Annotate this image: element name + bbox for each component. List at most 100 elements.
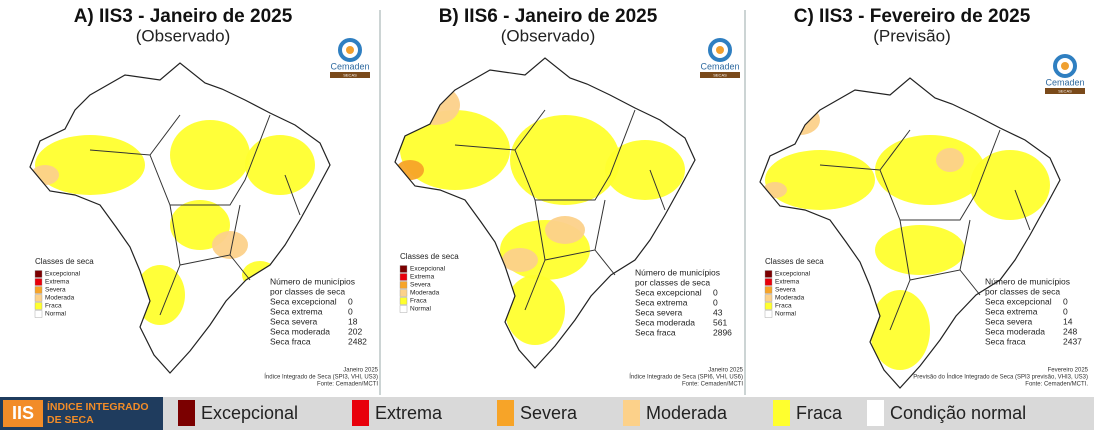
legend-label: Moderada <box>410 290 440 297</box>
legend-label: Excepcional <box>775 271 811 278</box>
legend-label: Excepcional <box>45 271 81 278</box>
legend-swatch <box>764 294 773 302</box>
row-value: 43 <box>713 307 723 317</box>
legend-swatch <box>764 270 773 278</box>
legend-label: Extrema <box>410 274 435 281</box>
panel-subtitle: (Observado) <box>501 26 595 45</box>
row-label: Seca severa <box>635 307 683 317</box>
badge-label: IIS <box>12 403 34 423</box>
row-value: 248 <box>1063 326 1077 336</box>
badge-text: DE SECA <box>47 414 94 426</box>
panel-title: B) IIS6 - Janeiro de 2025 <box>439 6 658 27</box>
row-value: 2482 <box>348 336 367 346</box>
row-label: Seca fraca <box>635 327 676 337</box>
legend-label: Severa <box>410 282 431 289</box>
footer-text: Janeiro 2025 <box>708 368 743 374</box>
legend-swatch <box>867 400 884 426</box>
row-label: Seca extrema <box>270 306 323 316</box>
legend-swatch <box>34 302 43 310</box>
drought-area <box>780 105 820 135</box>
legend-label: Fraca <box>45 303 62 310</box>
legend-swatch <box>399 273 408 281</box>
legend-swatch <box>34 310 43 318</box>
drought-area <box>212 231 248 259</box>
legend-label: Condição normal <box>890 403 1026 423</box>
legend-label: Extrema <box>375 403 443 423</box>
legend-swatch <box>773 400 790 426</box>
row-label: Seca moderada <box>270 326 330 336</box>
row-label: Seca fraca <box>985 336 1026 346</box>
legend-label: Fraca <box>410 298 427 305</box>
drought-area <box>870 290 930 370</box>
drought-area <box>545 216 585 244</box>
footer-text: Previsão do Índice Integrado de Seca (SP… <box>913 374 1088 381</box>
map <box>759 77 1061 389</box>
logo-bar <box>700 72 740 78</box>
row-label: Seca moderada <box>635 317 695 327</box>
drought-area <box>31 165 59 185</box>
legend-swatch <box>399 297 408 305</box>
table-title: Número de municípios <box>635 267 720 277</box>
row-label: Seca moderada <box>985 326 1045 336</box>
drought-area <box>875 225 965 275</box>
table-title: por classes de seca <box>270 286 345 296</box>
row-value: 0 <box>1063 296 1068 306</box>
row-label: Seca extrema <box>985 306 1038 316</box>
legend-label: Moderada <box>646 403 728 423</box>
row-value: 0 <box>1063 306 1068 316</box>
logo-ring <box>708 38 732 62</box>
legend-title: Classes de seca <box>765 257 824 266</box>
logo-ring <box>1053 54 1077 78</box>
footer-text: Fonte: Cemaden/MCTI <box>317 382 378 388</box>
legend-label: Severa <box>775 287 796 294</box>
footer-text: Índice Integrado de Seca (SPI3, VHI, US3… <box>264 374 378 381</box>
table-title: por classes de seca <box>635 277 710 287</box>
logo-sub: SECAS <box>1058 89 1072 94</box>
drought-area <box>502 248 538 272</box>
legend-label: Extrema <box>45 279 70 286</box>
row-value: 202 <box>348 326 362 336</box>
logo-text: Cemaden <box>700 61 739 71</box>
badge-text: ÍNDICE INTEGRADO <box>47 400 149 413</box>
drought-area <box>875 135 985 205</box>
footer-text: Fevereiro 2025 <box>1048 368 1089 374</box>
drought-area <box>510 115 620 205</box>
legend-swatch <box>178 400 195 426</box>
row-value: 0 <box>713 297 718 307</box>
row-value: 0 <box>348 296 353 306</box>
row-value: 2437 <box>1063 336 1082 346</box>
drought-area <box>936 148 964 172</box>
row-value: 561 <box>713 317 727 327</box>
state-borders <box>819 129 1031 331</box>
legend-swatch <box>399 281 408 289</box>
row-label: Seca excepcional <box>270 296 337 306</box>
legend-swatch <box>399 265 408 273</box>
row-value: 0 <box>713 287 718 297</box>
drought-area <box>400 110 510 190</box>
drought-area <box>970 150 1050 220</box>
table-title: por classes de seca <box>985 286 1060 296</box>
drought-area <box>396 160 424 180</box>
panel-title: A) IIS3 - Janeiro de 2025 <box>74 6 293 27</box>
legend-swatch <box>764 286 773 294</box>
legend-swatch <box>34 294 43 302</box>
legend-swatch <box>764 278 773 286</box>
drought-area <box>605 140 685 200</box>
row-label: Seca severa <box>270 316 318 326</box>
drought-area <box>245 135 315 195</box>
legend-label: Extrema <box>775 279 800 286</box>
row-value: 18 <box>348 316 358 326</box>
legend-swatch <box>623 400 640 426</box>
drought-area <box>35 135 145 195</box>
legend-swatch <box>352 400 369 426</box>
footer-text: Fonte: Cemaden/MCTI. <box>1025 382 1088 388</box>
logo-text: Cemaden <box>330 61 369 71</box>
logo-core <box>346 46 354 54</box>
legend-label: Fraca <box>796 403 843 423</box>
table-title: Número de municípios <box>270 276 355 286</box>
table-title: Número de municípios <box>985 276 1070 286</box>
drought-area <box>170 120 250 190</box>
legend-label: Severa <box>45 287 66 294</box>
row-label: Seca excepcional <box>985 296 1052 306</box>
legend-label: Severa <box>520 403 578 423</box>
